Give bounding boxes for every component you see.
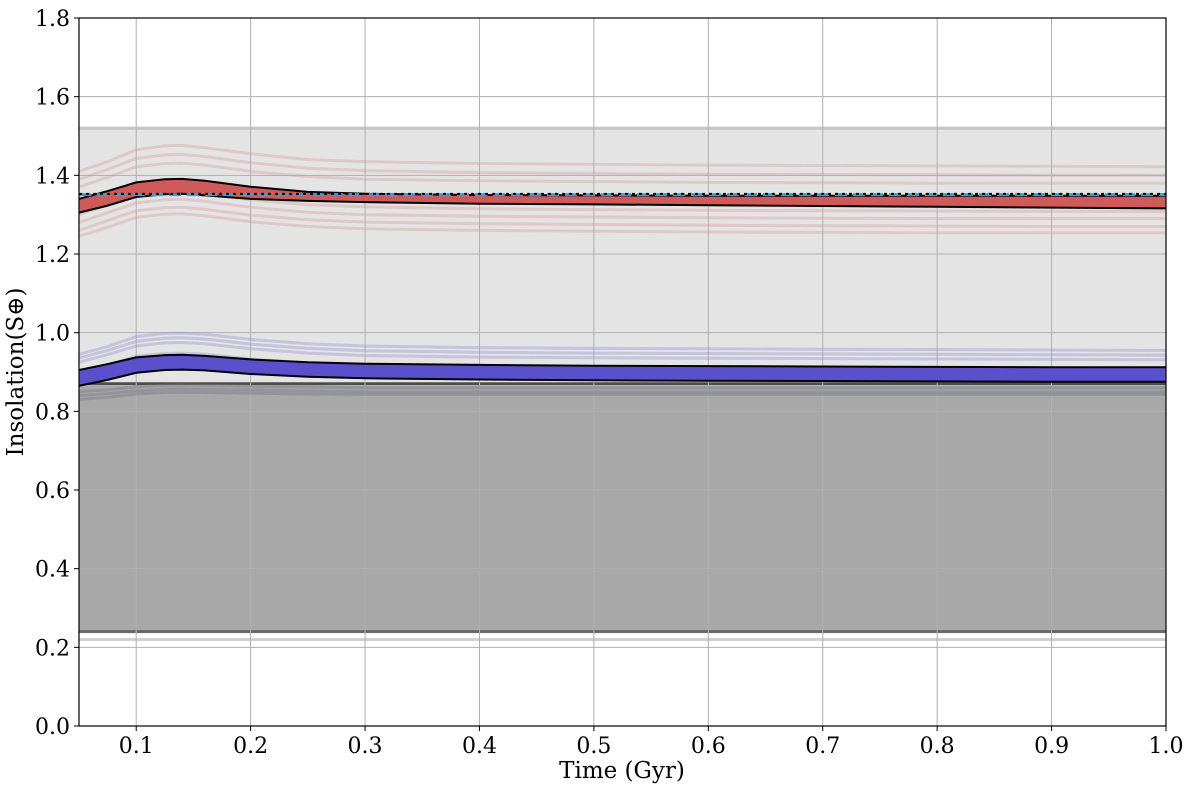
- x-tick-label: 0.4: [462, 734, 497, 759]
- y-tick-label: 0.4: [35, 558, 70, 583]
- y-axis-ticks: 0.0 0.2 0.4 0.6 0.8 1.0 1.2 1.4 1.6 1.8: [35, 7, 79, 740]
- x-tick-label: 0.6: [691, 734, 726, 759]
- y-tick-label: 0.6: [35, 479, 70, 504]
- red-trace: [79, 197, 1166, 224]
- blue-band-lower-edge: [79, 368, 1166, 387]
- x-tick-label: 0.3: [348, 734, 383, 759]
- x-tick-label: 0.9: [1034, 734, 1069, 759]
- blue-band-fill: [79, 354, 1166, 386]
- blue-trace: [79, 331, 1166, 356]
- x-axis-ticks: 0.1 0.2 0.3 0.4 0.5 0.6 0.7 0.8 0.9 1.0: [119, 726, 1184, 759]
- y-tick-label: 1.8: [35, 7, 70, 32]
- y-tick-label: 0.8: [35, 400, 70, 425]
- reference-lines: [79, 192, 1166, 197]
- x-tick-label: 1.0: [1149, 734, 1184, 759]
- y-tick-label: 1.6: [35, 86, 70, 111]
- y-tick-label: 1.0: [35, 322, 70, 347]
- x-tick-label: 0.5: [576, 734, 611, 759]
- blue-band-upper-edge: [79, 353, 1166, 371]
- y-axis-label: Insolation(S⊕): [3, 288, 29, 457]
- x-axis-label: Time (Gyr): [559, 758, 685, 784]
- blue-trace: [79, 340, 1166, 364]
- dark-zone-region: [79, 385, 1166, 632]
- dark-trace: [79, 390, 1166, 401]
- x-tick-label: 0.8: [920, 734, 955, 759]
- plot-frame: [78, 17, 1167, 727]
- y-tick-label: 0.0: [35, 715, 70, 740]
- red-trace: [79, 161, 1166, 189]
- x-tick-label: 0.2: [233, 734, 268, 759]
- blue-trace: [79, 336, 1166, 360]
- y-tick-label: 1.4: [35, 164, 70, 189]
- habitable-zone-regions: [79, 126, 1166, 641]
- y-tick-label: 1.2: [35, 243, 70, 268]
- red-trace: [79, 143, 1166, 173]
- red-trace: [79, 212, 1166, 238]
- x-tick-label: 0.7: [805, 734, 840, 759]
- red-band-lower-edge: [79, 192, 1166, 214]
- dark-trace: [79, 387, 1166, 398]
- y-tick-label: 0.2: [35, 636, 70, 661]
- dark-trace: [79, 383, 1166, 394]
- red-trace: [79, 152, 1166, 181]
- light-zone-region: [79, 128, 1166, 386]
- x-tick-label: 0.1: [119, 734, 154, 759]
- red-trace: [79, 205, 1166, 232]
